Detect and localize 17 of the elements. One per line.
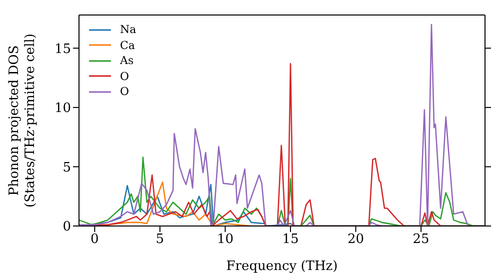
y-tick-label: 0 [62,220,71,235]
x-tick-label: 15 [282,232,299,248]
y-axis-title: Phonon projected DOS (States/THz·primitive cell) [7,33,38,208]
legend-label: O [120,68,130,84]
x-axis-title: Frequency (THz) [226,259,338,274]
y-tick-label: 10 [54,101,71,116]
y-tick-label: 15 [54,42,71,57]
x-tick-label: 5 [156,232,164,248]
legend-label: Na [120,22,136,38]
y-tick-label: 5 [62,160,71,176]
x-tick-label: 0 [90,232,99,248]
legend-label: Ca [120,38,135,53]
x-tick-label: 20 [347,232,364,248]
x-tick-label: 10 [216,232,234,248]
x-tick-label: 25 [412,232,430,248]
legend-label: As [120,53,134,68]
legend-label: O [120,84,130,100]
